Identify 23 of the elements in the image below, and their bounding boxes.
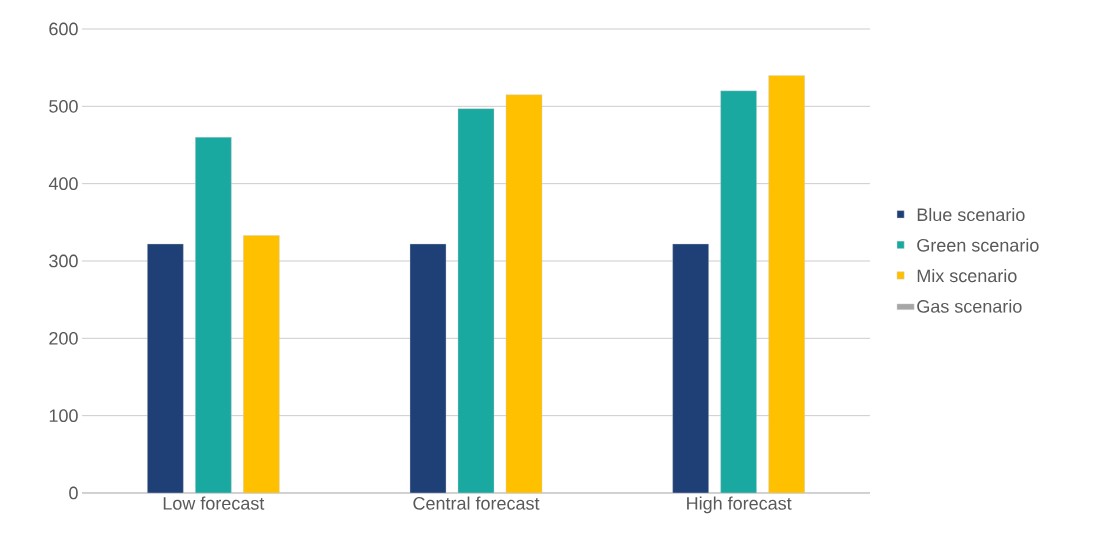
bar (195, 137, 232, 493)
x-tick-label: Low forecast (163, 496, 265, 510)
y-tick-label: 0 (69, 486, 78, 500)
bar (243, 235, 280, 493)
y-tick-label: 500 (49, 99, 78, 113)
legend-label: Gas scenario (917, 299, 1022, 313)
bar (147, 243, 184, 493)
x-tick-label: High forecast (687, 496, 792, 514)
y-tick-label: 100 (49, 409, 78, 423)
bar (720, 90, 757, 493)
legend-label: Mix scenario (917, 268, 1017, 283)
y-tick-label: 600 (49, 22, 78, 36)
bar (768, 75, 805, 493)
y-tick-label: 300 (49, 254, 78, 268)
bar (672, 243, 709, 493)
bar (409, 243, 447, 493)
bar (457, 108, 495, 493)
y-tick-label: 200 (49, 331, 78, 345)
x-tick-label: Central forecast (413, 496, 540, 510)
y-tick-label: 400 (48, 177, 78, 191)
legend-label: Blue scenario (917, 207, 1025, 222)
bar (505, 94, 543, 493)
legend-label: Green scenario (917, 238, 1039, 252)
